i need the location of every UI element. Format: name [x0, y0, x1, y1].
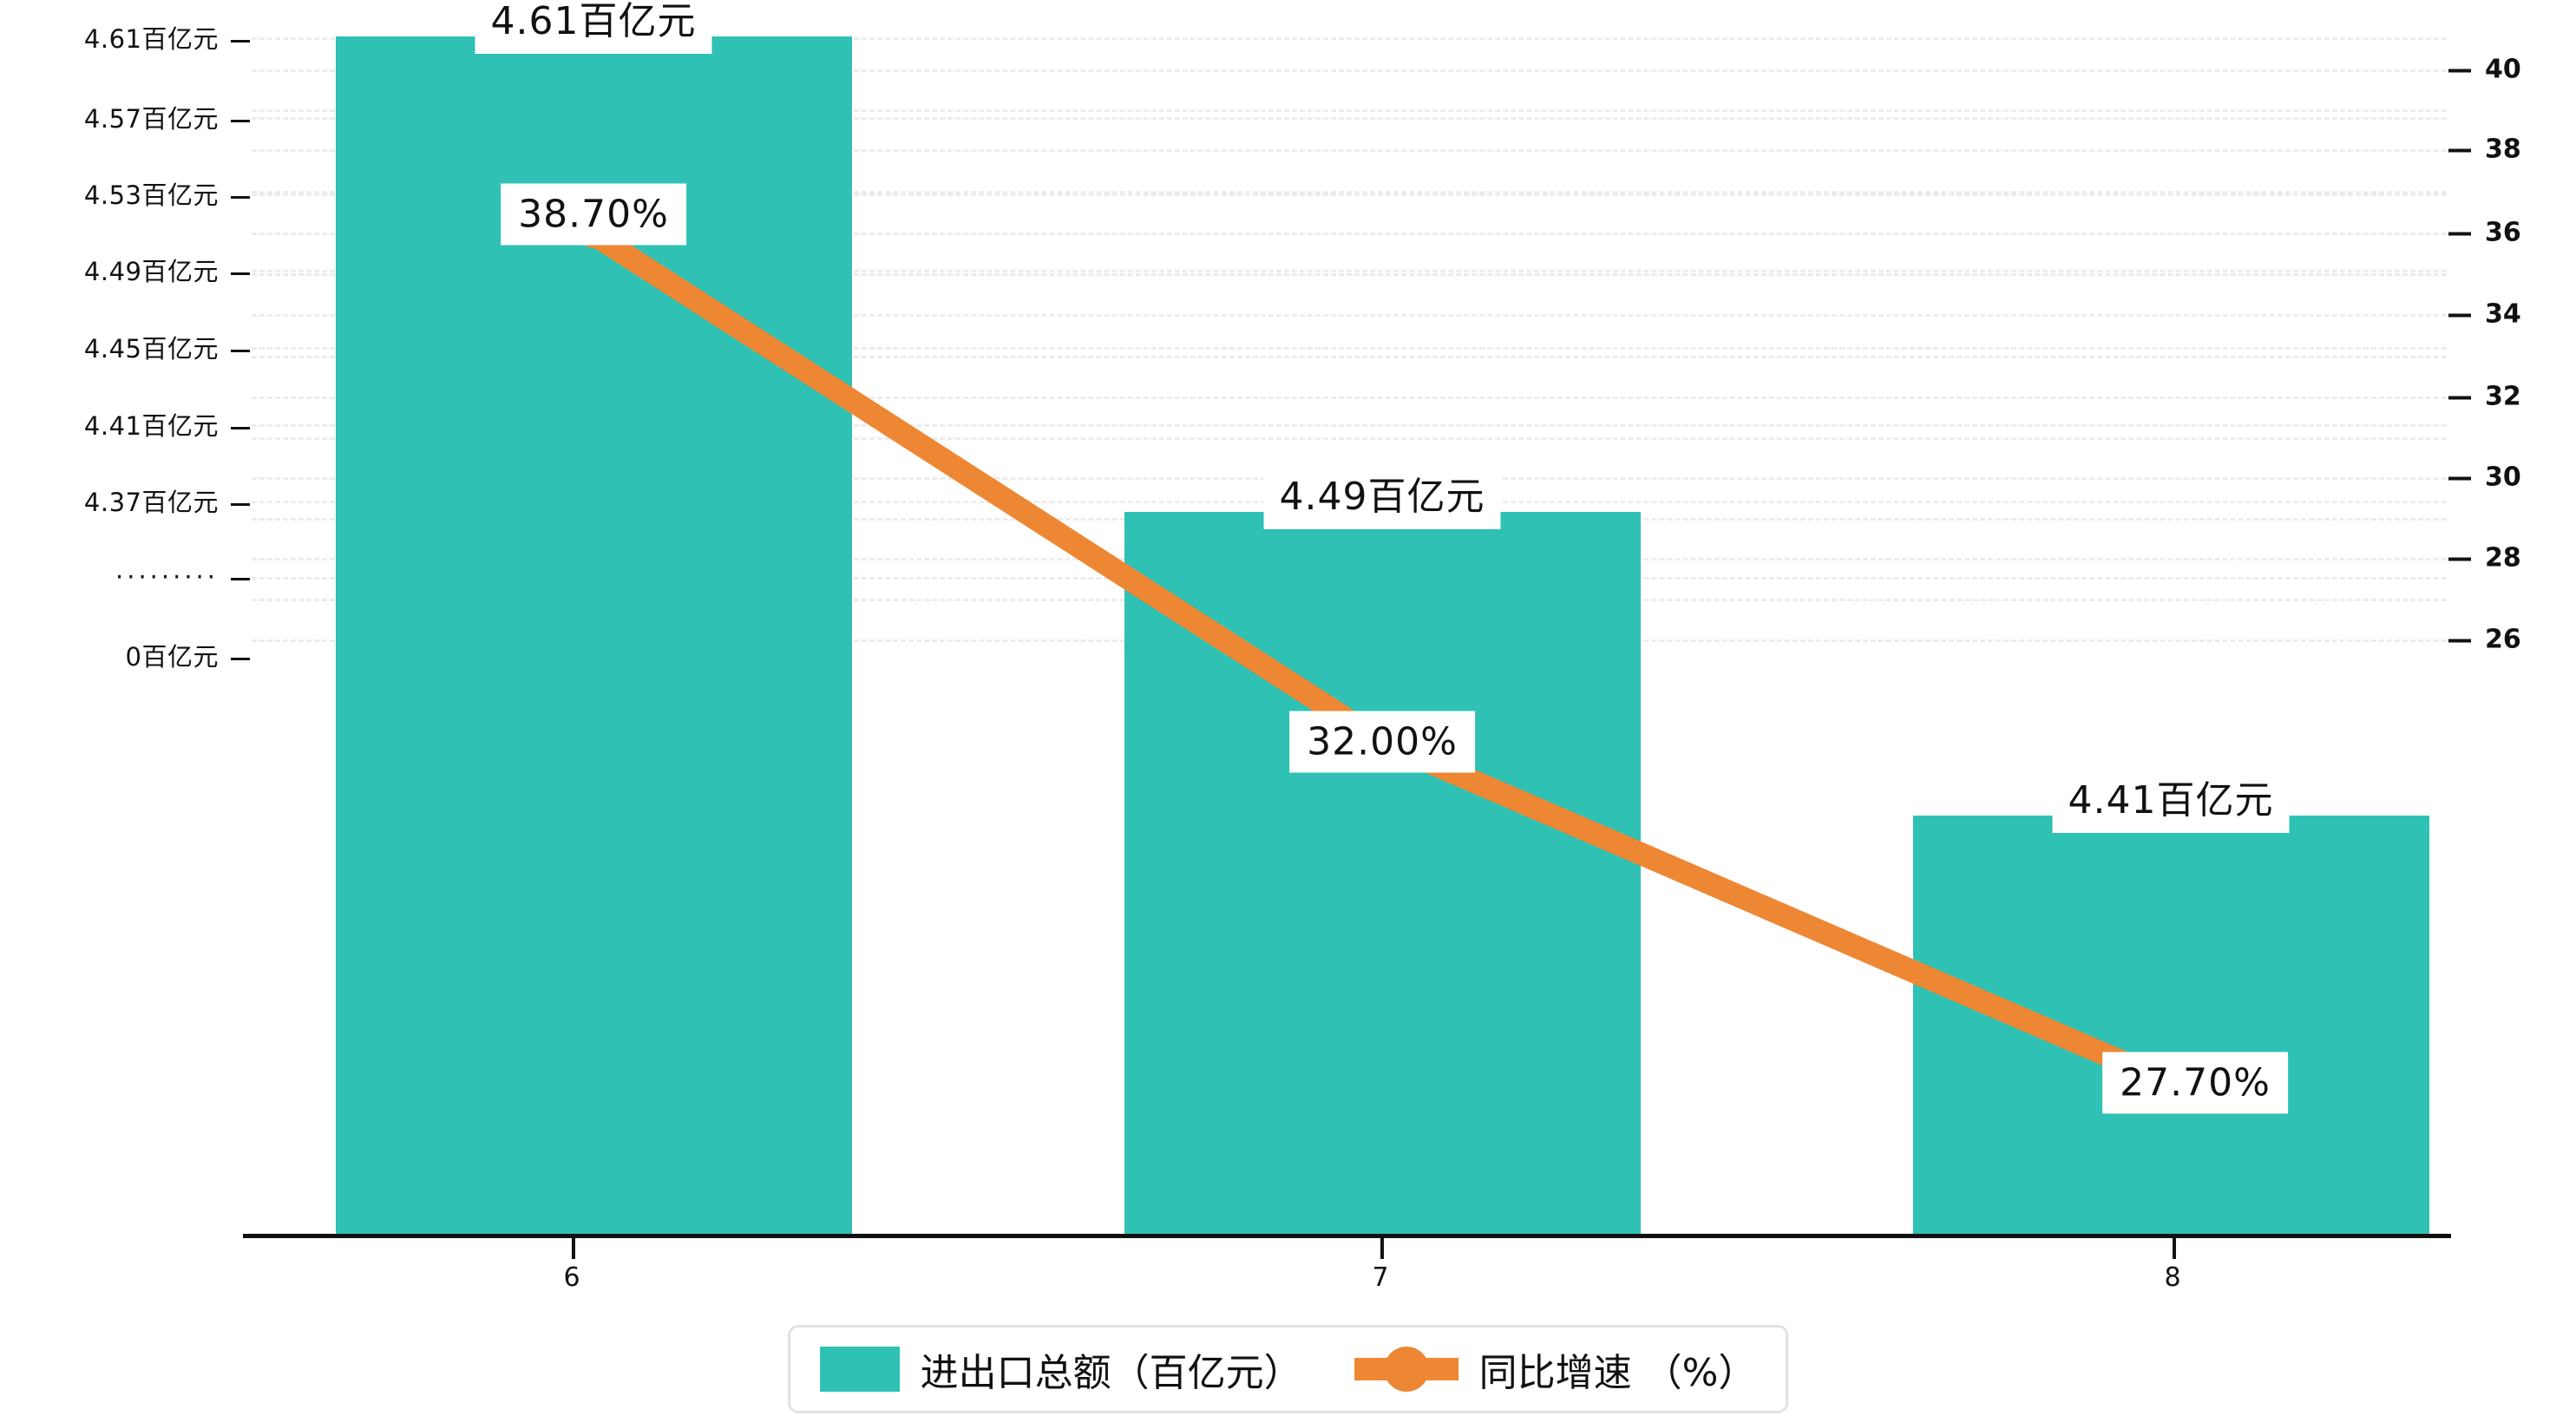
y-right-tick: 28	[2448, 543, 2521, 574]
y-right-tick-mark	[2448, 639, 2471, 642]
y-left-tick: 4.57百亿元	[84, 99, 250, 135]
y-right-tick: 38	[2448, 134, 2521, 165]
y-right-tick: 30	[2448, 462, 2521, 493]
y-left-tick-mark	[231, 657, 250, 660]
y-right-tick-mark	[2448, 396, 2471, 399]
bar-label-7: 4.49百亿元	[1263, 458, 1501, 529]
gridline	[252, 356, 2447, 358]
x-tick-mark	[2173, 1238, 2176, 1259]
x-tick-mark	[1380, 1238, 1384, 1259]
y-left-tick: 4.45百亿元	[84, 329, 250, 365]
y-left-tick-mark	[231, 195, 250, 199]
y-left-tick: 0百亿元	[126, 637, 250, 673]
y-left-tick: 4.53百亿元	[84, 175, 250, 212]
y-right-tick: 32	[2448, 382, 2521, 412]
y-left-tick: 4.61百亿元	[84, 19, 250, 56]
y-right-tick-label: 38	[2485, 134, 2521, 165]
y-right-tick-mark	[2448, 69, 2471, 72]
gridline	[252, 270, 2447, 272]
y-left-tick-label: 4.37百亿元	[83, 488, 219, 517]
line-label-8: 27.70%	[2102, 1052, 2288, 1114]
gridline	[252, 37, 2447, 40]
y-left-tick-label: 0百亿元	[125, 642, 219, 672]
y-right-tick-label: 34	[2485, 298, 2521, 330]
gridline	[252, 347, 2447, 350]
y-right-tick-label: 36	[2485, 217, 2521, 248]
gridline	[252, 69, 2447, 72]
y-right-tick-mark	[2448, 557, 2471, 560]
y-left-tick-mark	[231, 577, 250, 580]
bar-label-6: 4.61百亿元	[475, 0, 712, 54]
x-tick-label-8: 8	[2164, 1262, 2181, 1293]
y-left-tick-mark	[231, 349, 250, 352]
trend-line	[587, 225, 2176, 1093]
y-left-tick: 4.41百亿元	[84, 406, 250, 442]
gridline	[252, 109, 2447, 112]
y-right-tick: 34	[2448, 299, 2521, 330]
gridline	[252, 191, 2447, 193]
y-right-tick-label: 30	[2485, 462, 2521, 493]
x-tick-label-7: 7	[1372, 1262, 1389, 1293]
y-left-tick-label: 4.49百亿元	[83, 257, 219, 286]
gridline	[252, 314, 2447, 317]
y-right-tick-label: 26	[2485, 624, 2521, 655]
legend-line-swatch	[1354, 1347, 1458, 1392]
y-right-tick: 26	[2448, 625, 2521, 655]
line-label-6: 38.70%	[501, 183, 686, 246]
legend-line-marker-icon	[1383, 1347, 1429, 1392]
gridline	[252, 117, 2447, 120]
x-tick-mark	[572, 1238, 575, 1259]
line-label-7: 32.00%	[1289, 711, 1475, 773]
y-left-tick-label: 4.41百亿元	[83, 411, 219, 441]
bar-label-8: 4.41百亿元	[2052, 762, 2290, 833]
y-right-tick-label: 28	[2485, 542, 2521, 574]
y-left-tick: ·········	[115, 562, 250, 592]
bar-8[interactable]	[1913, 816, 2429, 1234]
legend-item-bar[interactable]: 进出口总额（百亿元）	[819, 1341, 1302, 1397]
chart-legend[interactable]: 进出口总额（百亿元） 同比增速 （%）	[787, 1325, 1789, 1413]
y-right-tick-mark	[2448, 476, 2471, 480]
y-left-tick-label: ·········	[115, 562, 219, 592]
y-right-tick-label: 32	[2485, 381, 2521, 412]
gridline	[252, 233, 2447, 235]
y-right-tick-mark	[2448, 232, 2471, 235]
gridline	[252, 273, 2447, 276]
legend-bar-swatch	[819, 1347, 900, 1392]
y-left-tick-mark	[231, 426, 250, 429]
y-left-tick: 4.49百亿元	[84, 252, 250, 288]
gridline	[252, 424, 2447, 427]
y-left-tick-mark	[231, 119, 250, 122]
y-left-tick-mark	[231, 502, 250, 506]
y-left-tick-mark	[231, 39, 250, 43]
y-left-tick-mark	[231, 272, 250, 275]
y-right-tick-mark	[2448, 313, 2471, 317]
y-right-tick: 36	[2448, 218, 2521, 248]
y-left-tick-label: 4.57百亿元	[83, 104, 219, 134]
gridline	[252, 397, 2447, 399]
x-tick-label-6: 6	[563, 1262, 580, 1293]
y-right-tick-mark	[2448, 148, 2471, 152]
y-left-tick-label: 4.61百亿元	[83, 24, 219, 54]
gridline	[252, 193, 2447, 196]
legend-item-line[interactable]: 同比增速 （%）	[1354, 1341, 1757, 1397]
y-right-tick: 40	[2448, 55, 2521, 85]
x-axis-line	[243, 1234, 2451, 1238]
y-right-tick-label: 40	[2485, 54, 2521, 85]
gridline	[252, 149, 2447, 152]
y-left-tick: 4.37百亿元	[84, 482, 250, 519]
gridline	[252, 437, 2447, 440]
legend-label: 进出口总额（百亿元）	[920, 1351, 1302, 1395]
y-left-tick-label: 4.45百亿元	[83, 334, 219, 364]
legend-label: 同比增速 （%）	[1478, 1351, 1757, 1395]
y-left-tick-label: 4.53百亿元	[83, 180, 219, 210]
